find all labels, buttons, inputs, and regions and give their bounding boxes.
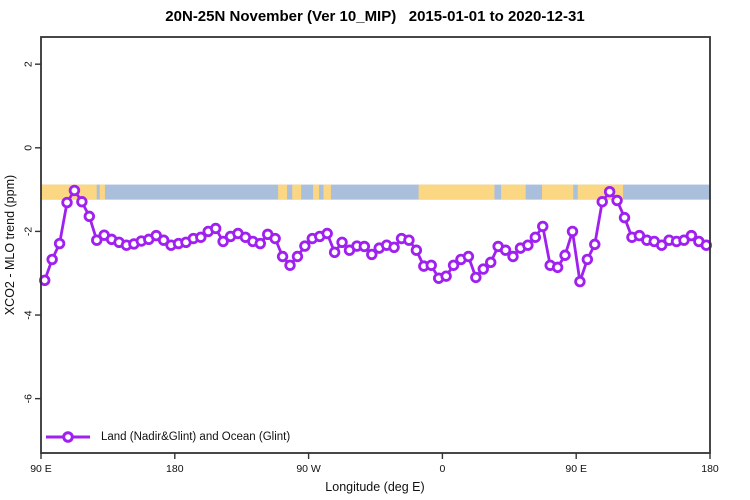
data-point xyxy=(551,261,564,274)
data-point xyxy=(462,250,475,263)
map-band-land-segment xyxy=(99,184,105,200)
data-point xyxy=(485,256,497,269)
data-point xyxy=(284,259,296,271)
data-point xyxy=(529,231,542,243)
y-axis-label: XCO2 - MLO trend (ppm) xyxy=(3,175,17,315)
map-band-land-segment xyxy=(418,184,495,200)
y-tick-label: -2 xyxy=(23,227,35,236)
data-point xyxy=(291,250,304,263)
y-tick-label: 2 xyxy=(23,61,35,67)
data-point xyxy=(269,232,281,245)
data-point xyxy=(366,248,378,261)
data-point xyxy=(76,196,88,208)
data-point xyxy=(336,236,348,248)
data-point xyxy=(91,234,103,246)
x-axis-label: Longitude (deg E) xyxy=(325,480,425,494)
data-point xyxy=(254,237,266,250)
x-tick-label: 90 E xyxy=(30,463,52,475)
x-tick-label: 90 E xyxy=(565,463,587,475)
data-point xyxy=(440,270,452,282)
data-point xyxy=(589,238,601,251)
data-point xyxy=(559,249,571,261)
x-tick-label: 0 xyxy=(439,463,445,475)
data-point xyxy=(328,246,341,259)
y-tick-label: -4 xyxy=(23,310,35,319)
data-point xyxy=(499,244,512,256)
data-point xyxy=(655,239,668,251)
axes: 90 E 180 90 W 0 90 E 180 2 0 -2 -4 -6 xyxy=(23,61,719,475)
map-band xyxy=(41,184,710,200)
data-point xyxy=(537,220,549,233)
data-point xyxy=(477,263,489,275)
data-point xyxy=(507,250,519,263)
data-point xyxy=(53,237,66,250)
map-band-land-segment xyxy=(278,184,288,200)
data-point xyxy=(581,253,594,266)
data-point xyxy=(566,225,579,238)
data-point xyxy=(618,211,631,224)
data-point xyxy=(83,210,96,223)
data-point xyxy=(209,222,222,235)
chart-title: 20N-25N November (Ver 10_MIP) 2015-01-01… xyxy=(165,8,585,25)
y-tick-label: 0 xyxy=(23,145,35,151)
map-band-land-segment xyxy=(323,184,331,200)
data-point xyxy=(276,250,289,263)
data-point xyxy=(685,229,698,242)
x-tick-label: 90 W xyxy=(296,463,321,475)
data-point xyxy=(403,234,415,246)
data-point xyxy=(603,185,616,198)
legend: Land (Nadir&Glint) and Ocean (Glint) xyxy=(44,429,290,445)
data-point xyxy=(425,259,437,271)
series-layer xyxy=(39,184,712,288)
data-point xyxy=(61,196,73,209)
map-band-land-segment xyxy=(292,184,302,200)
legend-label: Land (Nadir&Glint) and Ocean (Glint) xyxy=(101,431,291,443)
data-point xyxy=(522,239,534,251)
data-point xyxy=(596,196,608,208)
x-tick-label: 180 xyxy=(701,463,719,475)
data-point xyxy=(46,253,58,266)
map-band-land-segment xyxy=(542,184,574,200)
data-point xyxy=(358,240,371,253)
data-point xyxy=(447,259,460,271)
data-point xyxy=(68,184,81,197)
data-point xyxy=(574,275,586,288)
map-band-land-segment xyxy=(501,184,526,200)
data-point xyxy=(157,234,170,246)
y-tick-label: -6 xyxy=(23,394,35,403)
data-point xyxy=(217,235,229,248)
data-point xyxy=(611,194,623,207)
map-band-land-segment xyxy=(313,184,320,200)
data-point xyxy=(299,240,311,252)
plot-border xyxy=(40,36,711,454)
data-point xyxy=(321,227,333,240)
map-band-land-segment xyxy=(41,184,97,200)
data-point xyxy=(410,244,423,256)
data-point xyxy=(195,231,207,243)
legend-marker-icon xyxy=(46,431,90,443)
data-point xyxy=(388,241,400,253)
x-tick-label: 180 xyxy=(166,463,184,475)
data-point xyxy=(470,271,482,284)
